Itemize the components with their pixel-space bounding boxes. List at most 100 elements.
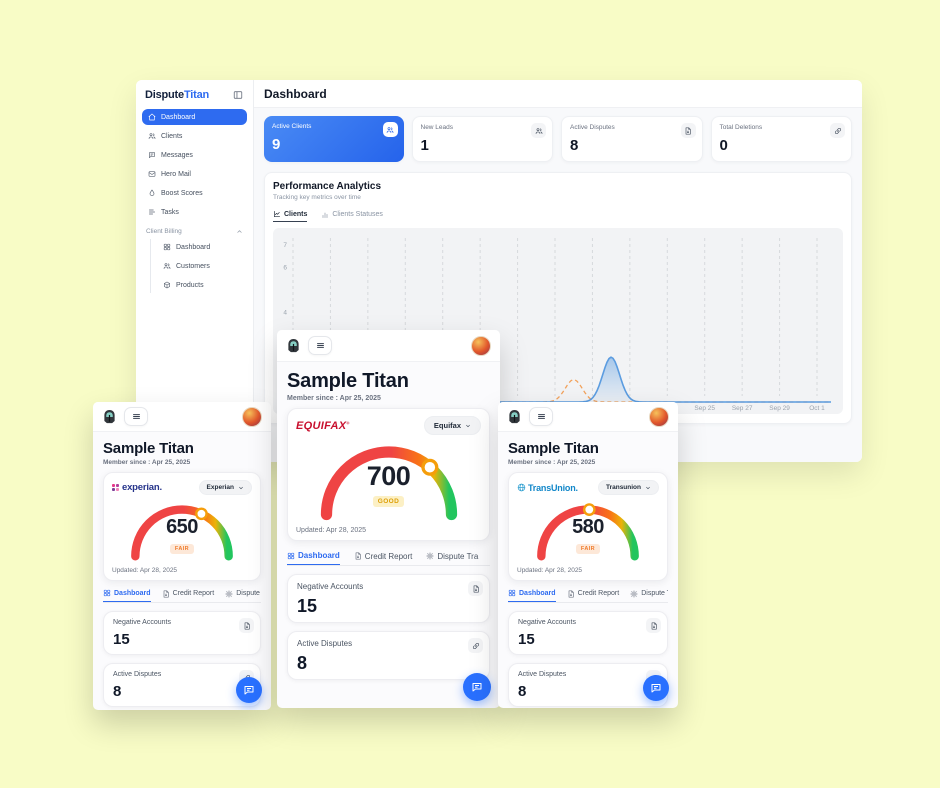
menu-button[interactable] [124,407,148,426]
helmet-logo-icon [102,409,117,424]
chat-fab-button[interactable] [236,677,262,703]
bureau-dropdown[interactable]: Equifax [423,416,481,435]
doc-icon [468,581,483,596]
score-rating-badge: FAIR [575,544,601,554]
droplet-icon [148,189,156,197]
stat-card-active-clients[interactable]: Active Clients 9 [264,116,404,162]
sidebar-item-dashboard[interactable]: Dashboard [142,109,247,125]
sidebar-item-label: Dashboard [176,243,211,251]
gear-icon [225,590,233,598]
page-header: Dashboard [254,80,862,108]
users-icon [382,122,398,137]
panel-body: Sample Titan Member since : Apr 25, 2025… [277,362,500,687]
line-chart-icon [273,210,281,218]
card-value: 15 [518,631,535,648]
tab-dashboard[interactable]: Dashboard [287,551,340,565]
gauge-inner: 580 FAIR [532,500,644,555]
stat-value: 0 [719,137,728,154]
tab-clients[interactable]: Clients [273,210,308,222]
card-value: 8 [518,683,527,700]
score-rating-badge: FAIR [169,544,195,554]
tab-label: Credit Report [577,590,620,597]
analytics-subtitle: Tracking key metrics over time [273,194,361,201]
menu-button[interactable] [308,336,332,355]
negative-accounts-card: Negative Accounts 15 [103,611,261,655]
card-value: 8 [113,683,122,700]
tab-label: Credit Report [364,551,413,561]
doc-icon [567,590,575,598]
user-avatar[interactable] [471,335,491,356]
stat-card-active-disputes[interactable]: Active Disputes 8 [561,116,703,162]
user-avatar[interactable] [242,406,262,427]
globe-icon [517,483,526,492]
chat-fab-button[interactable] [463,673,491,701]
score-updated-text: Updated: Apr 28, 2025 [517,567,583,574]
link-icon [830,123,845,138]
credit-score-value: 650 [166,516,198,538]
card-value: 15 [113,631,130,648]
sidebar-item-customers[interactable]: Customers [157,258,247,274]
user-avatar[interactable] [649,406,669,427]
chevron-down-icon [238,485,244,491]
sidebar-header: DisputeTitan [142,86,247,109]
tab-clients-statuses[interactable]: Clients Statuses [321,210,383,222]
users-icon [163,262,171,270]
credit-score-value: 700 [366,461,411,491]
sidebar-item-products[interactable]: Products [157,277,247,293]
grid-icon [163,243,171,251]
hamburger-icon [132,412,141,421]
tab-credit-report[interactable]: Credit Report [162,589,214,602]
sidebar-item-label: Clients [161,132,183,140]
tab-credit-report[interactable]: Credit Report [354,551,413,565]
gear-icon [426,552,434,560]
credit-score-gauge: 650 FAIR [126,500,238,564]
stat-label: Active Clients [272,123,312,130]
tab-label: Dispute Tra [236,590,261,597]
panel-header [498,402,678,432]
bureau-row: EQUIFAX® Equifax [296,416,481,435]
chat-fab-button[interactable] [643,675,669,701]
chevron-up-icon [236,228,243,235]
client-panel-equifax: Sample Titan Member since : Apr 25, 2025… [277,330,500,708]
member-since: Member since : Apr 25, 2025 [103,459,191,466]
stat-card-new-leads[interactable]: New Leads 1 [411,116,553,162]
stat-card-total-deletions[interactable]: Total Deletions 0 [710,116,852,162]
page-title: Dashboard [264,87,327,101]
sidebar-item-label: Dashboard [161,113,196,121]
sidebar-item-hero-mail[interactable]: Hero Mail [142,166,247,182]
sidebar-item-messages[interactable]: Messages [142,147,247,163]
tab-dispute-tracker[interactable]: Dispute Tra [630,589,668,602]
tab-credit-report[interactable]: Credit Report [567,589,620,602]
menu-button[interactable] [529,407,553,426]
panel-collapse-icon[interactable] [232,89,244,101]
gauge-inner: 650 FAIR [126,500,238,555]
transunion-logo: TransUnion. [517,483,578,493]
sidebar: DisputeTitan Dashboard Clients Messages … [136,80,254,462]
card-label: Active Disputes [297,639,353,648]
sidebar-item-billing-dashboard[interactable]: Dashboard [157,239,247,255]
card-label: Active Disputes [518,671,567,678]
client-name: Sample Titan [508,440,599,457]
tab-dashboard[interactable]: Dashboard [508,589,556,602]
sidebar-item-boost-scores[interactable]: Boost Scores [142,185,247,201]
card-value: 8 [297,653,308,673]
sidebar-item-label: Tasks [161,208,179,216]
users-icon [531,123,546,138]
sidebar-item-clients[interactable]: Clients [142,128,247,144]
member-since: Member since : Apr 25, 2025 [508,459,596,466]
sidebar-section-client-billing[interactable]: Client Billing [142,223,247,239]
panel-body: Sample Titan Member since : Apr 25, 2025… [498,432,678,708]
sidebar-item-tasks[interactable]: Tasks [142,204,247,220]
client-panel-experian: Sample Titan Member since : Apr 25, 2025… [93,402,271,710]
tab-dispute-tracker[interactable]: Dispute Tra [225,589,261,602]
bureau-dropdown[interactable]: Transunion [597,480,659,495]
stat-label: Active Disputes [570,124,615,131]
bureau-dropdown[interactable]: Experian [198,480,252,495]
sidebar-item-label: Messages [161,151,193,159]
tab-dispute-tracker[interactable]: Dispute Tra [426,551,478,565]
stat-value: 9 [272,136,281,153]
stat-card-row: Active Clients 9 New Leads 1 Active Disp… [254,108,862,164]
tab-dashboard[interactable]: Dashboard [103,589,151,602]
score-updated-text: Updated: Apr 28, 2025 [296,527,367,534]
